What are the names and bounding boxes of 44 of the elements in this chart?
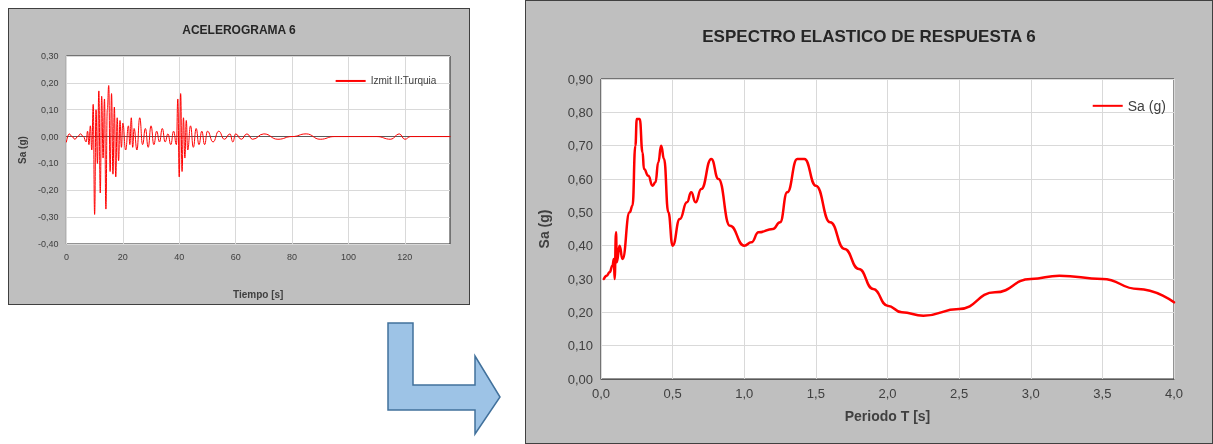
y-tick-label: 0,20: [567, 304, 593, 320]
y-tick-label: 0,20: [40, 77, 59, 88]
x-tick-label: 60: [230, 251, 241, 262]
x-tick-label: 40: [174, 251, 185, 262]
chart-title: ESPECTRO ELASTICO DE RESPUESTA 6: [702, 27, 1036, 46]
x-tick-label: 0: [63, 251, 69, 262]
y-tick-label: 0,30: [567, 271, 593, 287]
x-tick-label: 2,5: [950, 386, 969, 401]
x-tick-label: 20: [117, 251, 128, 262]
y-axis-title: Sa (g): [16, 136, 28, 164]
y-tick-label: 0,10: [567, 338, 593, 354]
y-tick-label: 0,30: [40, 51, 59, 61]
y-tick-label: 0,70: [567, 138, 593, 154]
y-tick-label: 0,60: [567, 171, 593, 187]
legend-label: Sa (g): [1127, 97, 1166, 114]
y-tick-label: -0,40: [37, 239, 59, 249]
chart-title: ACELEROGRAMA 6: [182, 23, 297, 37]
y-tick-label: 0,10: [40, 104, 59, 115]
y-tick-label: 0,80: [567, 104, 593, 120]
x-tick-label: 100: [340, 251, 356, 262]
x-tick-label: 80: [287, 251, 298, 262]
y-axis-title: Sa (g): [536, 209, 552, 249]
x-tick-label: 0,0: [591, 386, 611, 401]
y-tick-label: 0,90: [567, 71, 593, 87]
x-tick-label: 1,0: [735, 386, 754, 401]
y-tick-label: -0,10: [37, 158, 59, 169]
y-tick-label: 0,50: [567, 204, 593, 220]
line-series: [65, 85, 451, 215]
x-tick-label: 3,0: [1021, 386, 1040, 401]
x-tick-label: 2,0: [878, 386, 897, 401]
x-axis-title: Tiempo [s]: [233, 288, 284, 300]
legend-label: Izmit II:Turquia: [370, 75, 437, 87]
x-axis-title: Periodo T [s]: [844, 408, 931, 424]
y-tick-label: -0,30: [37, 212, 59, 223]
x-tick-label: 0,5: [663, 386, 682, 401]
line-series: [602, 117, 1176, 317]
y-tick-label: 0,00: [40, 131, 59, 142]
x-tick-label: 3,5: [1093, 386, 1112, 401]
y-tick-label: 0,40: [567, 238, 593, 254]
x-tick-label: 4,0: [1164, 386, 1184, 401]
y-tick-label: 0,00: [567, 371, 593, 387]
x-tick-label: 1,5: [806, 386, 825, 401]
x-tick-label: 120: [397, 251, 413, 262]
y-tick-label: -0,20: [37, 185, 59, 196]
